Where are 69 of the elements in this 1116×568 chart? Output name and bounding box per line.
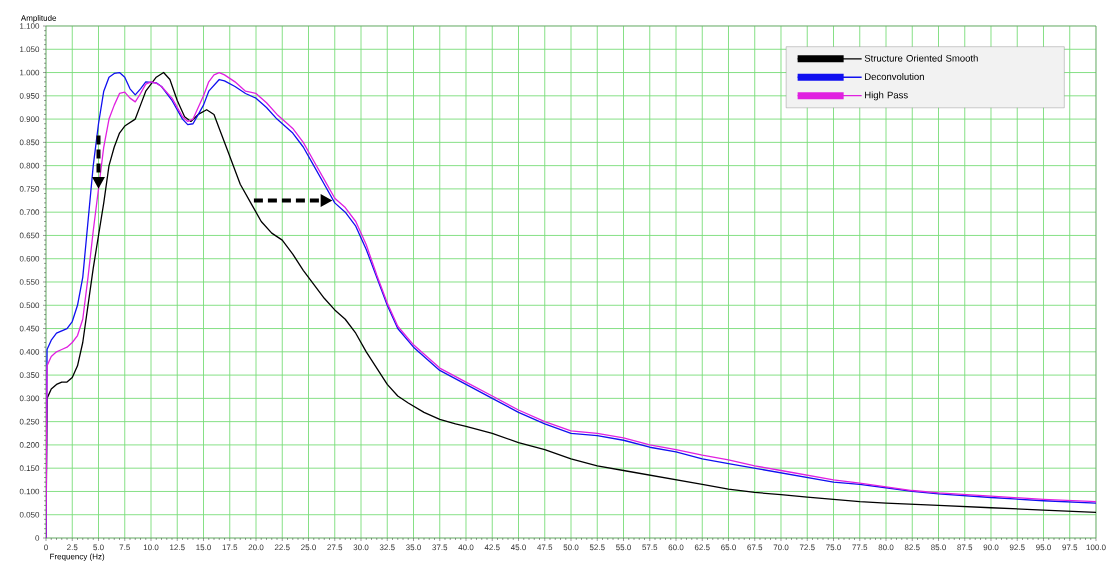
- y-tick-label: 0.300: [19, 395, 40, 402]
- x-tick-label: 65.0: [721, 544, 736, 551]
- y-tick-label: 0.100: [19, 488, 40, 495]
- y-tick-label: 0.550: [19, 279, 40, 285]
- x-tick-label: 35.0: [406, 544, 421, 551]
- x-tick-label: 77.5: [852, 544, 868, 551]
- legend-label: High Pass: [865, 91, 908, 101]
- y-tick-label: 1.050: [20, 46, 40, 53]
- x-tick-label: 55.0: [616, 544, 631, 551]
- y-tick-label: 0.950: [19, 92, 40, 99]
- x-tick-label: 85.0: [931, 544, 946, 551]
- y-tick-label: 0.450: [19, 325, 40, 332]
- x-tick-label: 100.0: [1086, 544, 1106, 551]
- legend-label: Structure Oriented Smooth: [864, 54, 978, 62]
- y-tick-label: 0.600: [19, 255, 40, 262]
- y-tick-label: 0.500: [19, 302, 40, 309]
- y-tick-label: 0.650: [19, 232, 40, 239]
- x-tick-label: 25.0: [301, 544, 316, 551]
- x-tick-label: 37.5: [432, 544, 448, 551]
- y-tick-label: 0.700: [19, 209, 40, 216]
- y-tick-label: 0.750: [19, 186, 40, 192]
- x-tick-label: 15.0: [196, 544, 211, 551]
- y-tick-label: 1.000: [20, 69, 40, 76]
- x-tick-label: 5.0: [93, 544, 104, 551]
- x-tick-label: 57.5: [642, 544, 658, 551]
- x-tick-label: 2.5: [67, 544, 78, 551]
- x-tick-label: 90.0: [983, 544, 999, 551]
- x-tick-label: 30.0: [353, 544, 369, 551]
- y-tick-label: 0.200: [19, 442, 40, 448]
- x-tick-label: 12.5: [170, 544, 185, 551]
- x-tick-label: 7.5: [119, 544, 130, 551]
- x-tick-label: 80.0: [878, 544, 894, 551]
- x-tick-label: 50.0: [563, 544, 579, 551]
- x-tick-label: 32.5: [379, 544, 395, 551]
- x-tick-label: 0: [44, 544, 48, 551]
- y-tick-label: 0.250: [19, 418, 40, 425]
- y-tick-label: 0.850: [19, 139, 40, 146]
- x-tick-label: 70.0: [773, 544, 789, 551]
- x-tick-label: 87.5: [957, 544, 973, 551]
- y-tick-label: 0.400: [19, 348, 40, 355]
- x-tick-label: 72.5: [799, 544, 815, 551]
- x-tick-label: 17.5: [222, 544, 238, 551]
- x-tick-label: 22.5: [274, 544, 290, 551]
- x-tick-label: 45.0: [510, 544, 526, 551]
- y-tick-label: 0.150: [19, 465, 40, 472]
- y-tick-label: 0.900: [19, 116, 40, 122]
- x-tick-label: 40.0: [458, 544, 474, 551]
- x-tick-label: 97.5: [1062, 544, 1078, 551]
- legend-label: Deconvolution: [865, 73, 924, 81]
- x-tick-label: 20.0: [248, 544, 264, 551]
- x-tick-label: 67.5: [747, 544, 763, 551]
- x-tick-label: 62.5: [694, 544, 710, 551]
- x-axis-title: Frequency (Hz): [50, 553, 105, 561]
- x-tick-label: 47.5: [537, 544, 553, 551]
- x-tick-label: 42.5: [484, 544, 500, 551]
- x-tick-label: 60.0: [668, 544, 684, 551]
- x-tick-label: 10.0: [143, 544, 159, 551]
- x-tick-label: 27.5: [327, 544, 343, 551]
- x-tick-label: 75.0: [826, 544, 841, 551]
- x-tick-label: 92.5: [1009, 544, 1025, 551]
- y-tick-label: 0.050: [19, 511, 40, 518]
- y-tick-label: 0: [35, 535, 40, 541]
- y-tick-label: 1.100: [20, 23, 40, 29]
- y-tick-label: 0.800: [19, 162, 40, 169]
- x-tick-label: 95.0: [1036, 544, 1051, 551]
- y-axis-title: Amplitude: [20, 15, 57, 23]
- y-tick-label: 0.350: [19, 372, 40, 378]
- x-tick-label: 82.5: [904, 544, 920, 551]
- x-tick-label: 52.5: [589, 544, 605, 551]
